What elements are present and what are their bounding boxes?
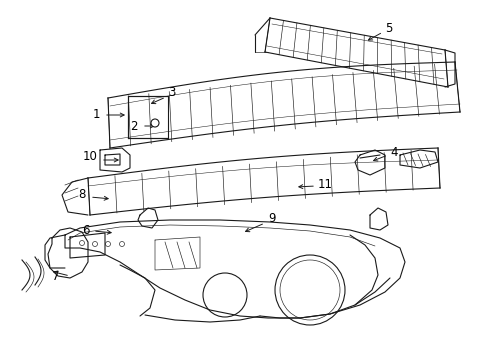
Text: 7: 7 bbox=[52, 270, 60, 283]
Text: 6: 6 bbox=[82, 225, 90, 238]
Text: 5: 5 bbox=[384, 22, 391, 35]
Text: 8: 8 bbox=[79, 188, 86, 201]
Circle shape bbox=[151, 119, 159, 127]
Text: 3: 3 bbox=[168, 86, 175, 99]
Text: 2: 2 bbox=[130, 120, 138, 132]
Text: 9: 9 bbox=[267, 212, 275, 225]
Text: 1: 1 bbox=[92, 108, 100, 122]
Text: 11: 11 bbox=[317, 179, 332, 192]
Text: 4: 4 bbox=[389, 145, 397, 158]
Text: 10: 10 bbox=[83, 150, 98, 163]
